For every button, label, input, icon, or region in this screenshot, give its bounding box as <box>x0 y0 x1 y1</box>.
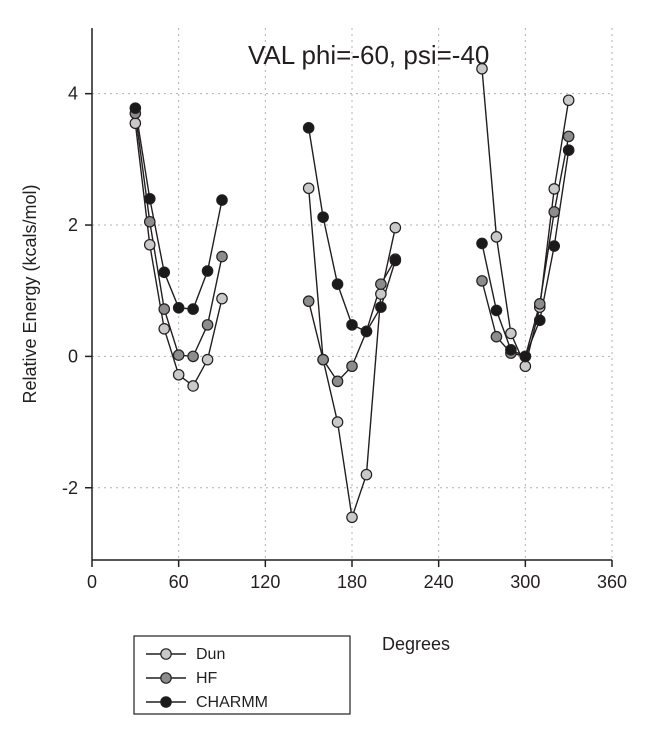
series-marker-HF <box>376 279 386 289</box>
series-marker-CHARMM <box>130 103 140 113</box>
series-marker-HF <box>549 207 559 217</box>
series-marker-HF <box>303 296 313 306</box>
x-tick-label: 60 <box>169 572 189 592</box>
series-marker-CHARMM <box>188 304 198 314</box>
series-marker-Dun <box>173 370 183 380</box>
x-tick-label: 180 <box>337 572 367 592</box>
series-marker-CHARMM <box>347 320 357 330</box>
series-marker-HF <box>202 320 212 330</box>
series-marker-Dun <box>563 95 573 105</box>
y-tick-label: -2 <box>62 478 78 498</box>
series-marker-Dun <box>506 328 516 338</box>
legend-marker-HF <box>161 673 171 683</box>
series-marker-Dun <box>520 361 530 371</box>
series-marker-Dun <box>145 240 155 250</box>
series-marker-Dun <box>491 232 501 242</box>
series-marker-HF <box>563 131 573 141</box>
legend-marker-Dun <box>161 649 171 659</box>
series-marker-CHARMM <box>390 255 400 265</box>
series-marker-CHARMM <box>217 195 227 205</box>
series-marker-CHARMM <box>332 279 342 289</box>
y-tick-label: 0 <box>68 346 78 366</box>
series-marker-HF <box>535 299 545 309</box>
series-marker-CHARMM <box>535 315 545 325</box>
series-marker-HF <box>477 276 487 286</box>
series-marker-HF <box>332 376 342 386</box>
x-axis-label: Degrees <box>382 634 450 654</box>
series-marker-CHARMM <box>303 123 313 133</box>
series-marker-Dun <box>549 184 559 194</box>
y-axis-label: Relative Energy (kcals/mol) <box>20 184 40 403</box>
series-marker-CHARMM <box>549 241 559 251</box>
legend-label-CHARMM: CHARMM <box>196 694 268 711</box>
legend-marker-CHARMM <box>161 697 171 707</box>
series-marker-CHARMM <box>159 267 169 277</box>
x-tick-label: 120 <box>250 572 280 592</box>
series-marker-CHARMM <box>145 194 155 204</box>
series-marker-CHARMM <box>520 351 530 361</box>
series-marker-HF <box>173 350 183 360</box>
x-tick-label: 360 <box>597 572 627 592</box>
series-marker-CHARMM <box>202 266 212 276</box>
x-tick-label: 240 <box>424 572 454 592</box>
series-marker-CHARMM <box>376 302 386 312</box>
chart-container: 0 60 120 180 240 300 360 -2 0 2 4 Relative Energy (… <box>0 0 648 738</box>
series-marker-CHARMM <box>563 145 573 155</box>
series-marker-HF <box>217 251 227 261</box>
series-marker-HF <box>347 361 357 371</box>
chart-title: VAL phi=-60, psi=-40 <box>248 40 489 70</box>
series-marker-HF <box>188 351 198 361</box>
series-marker-Dun <box>376 289 386 299</box>
legend-label-HF: HF <box>196 670 218 687</box>
series-marker-Dun <box>390 222 400 232</box>
series-marker-CHARMM <box>506 345 516 355</box>
series-marker-Dun <box>130 118 140 128</box>
x-tick-label: 300 <box>510 572 540 592</box>
series-marker-Dun <box>361 469 371 479</box>
series-marker-HF <box>159 304 169 314</box>
series-marker-Dun <box>202 354 212 364</box>
series-marker-Dun <box>303 183 313 193</box>
series-marker-Dun <box>159 324 169 334</box>
series-marker-Dun <box>217 293 227 303</box>
series-marker-Dun <box>347 512 357 522</box>
series-marker-Dun <box>332 417 342 427</box>
y-tick-label: 2 <box>68 215 78 235</box>
legend-label-Dun: Dun <box>196 646 225 663</box>
chart-bg <box>0 0 648 738</box>
series-marker-HF <box>491 331 501 341</box>
series-marker-CHARMM <box>477 238 487 248</box>
series-marker-HF <box>318 354 328 364</box>
series-marker-CHARMM <box>318 212 328 222</box>
x-tick-label: 0 <box>87 572 97 592</box>
y-tick-label: 4 <box>68 84 78 104</box>
chart-svg: 0 60 120 180 240 300 360 -2 0 2 4 Relative Energy (… <box>0 0 648 738</box>
series-marker-CHARMM <box>361 326 371 336</box>
series-marker-Dun <box>188 381 198 391</box>
series-marker-CHARMM <box>491 305 501 315</box>
series-marker-HF <box>145 217 155 227</box>
series-marker-CHARMM <box>173 303 183 313</box>
